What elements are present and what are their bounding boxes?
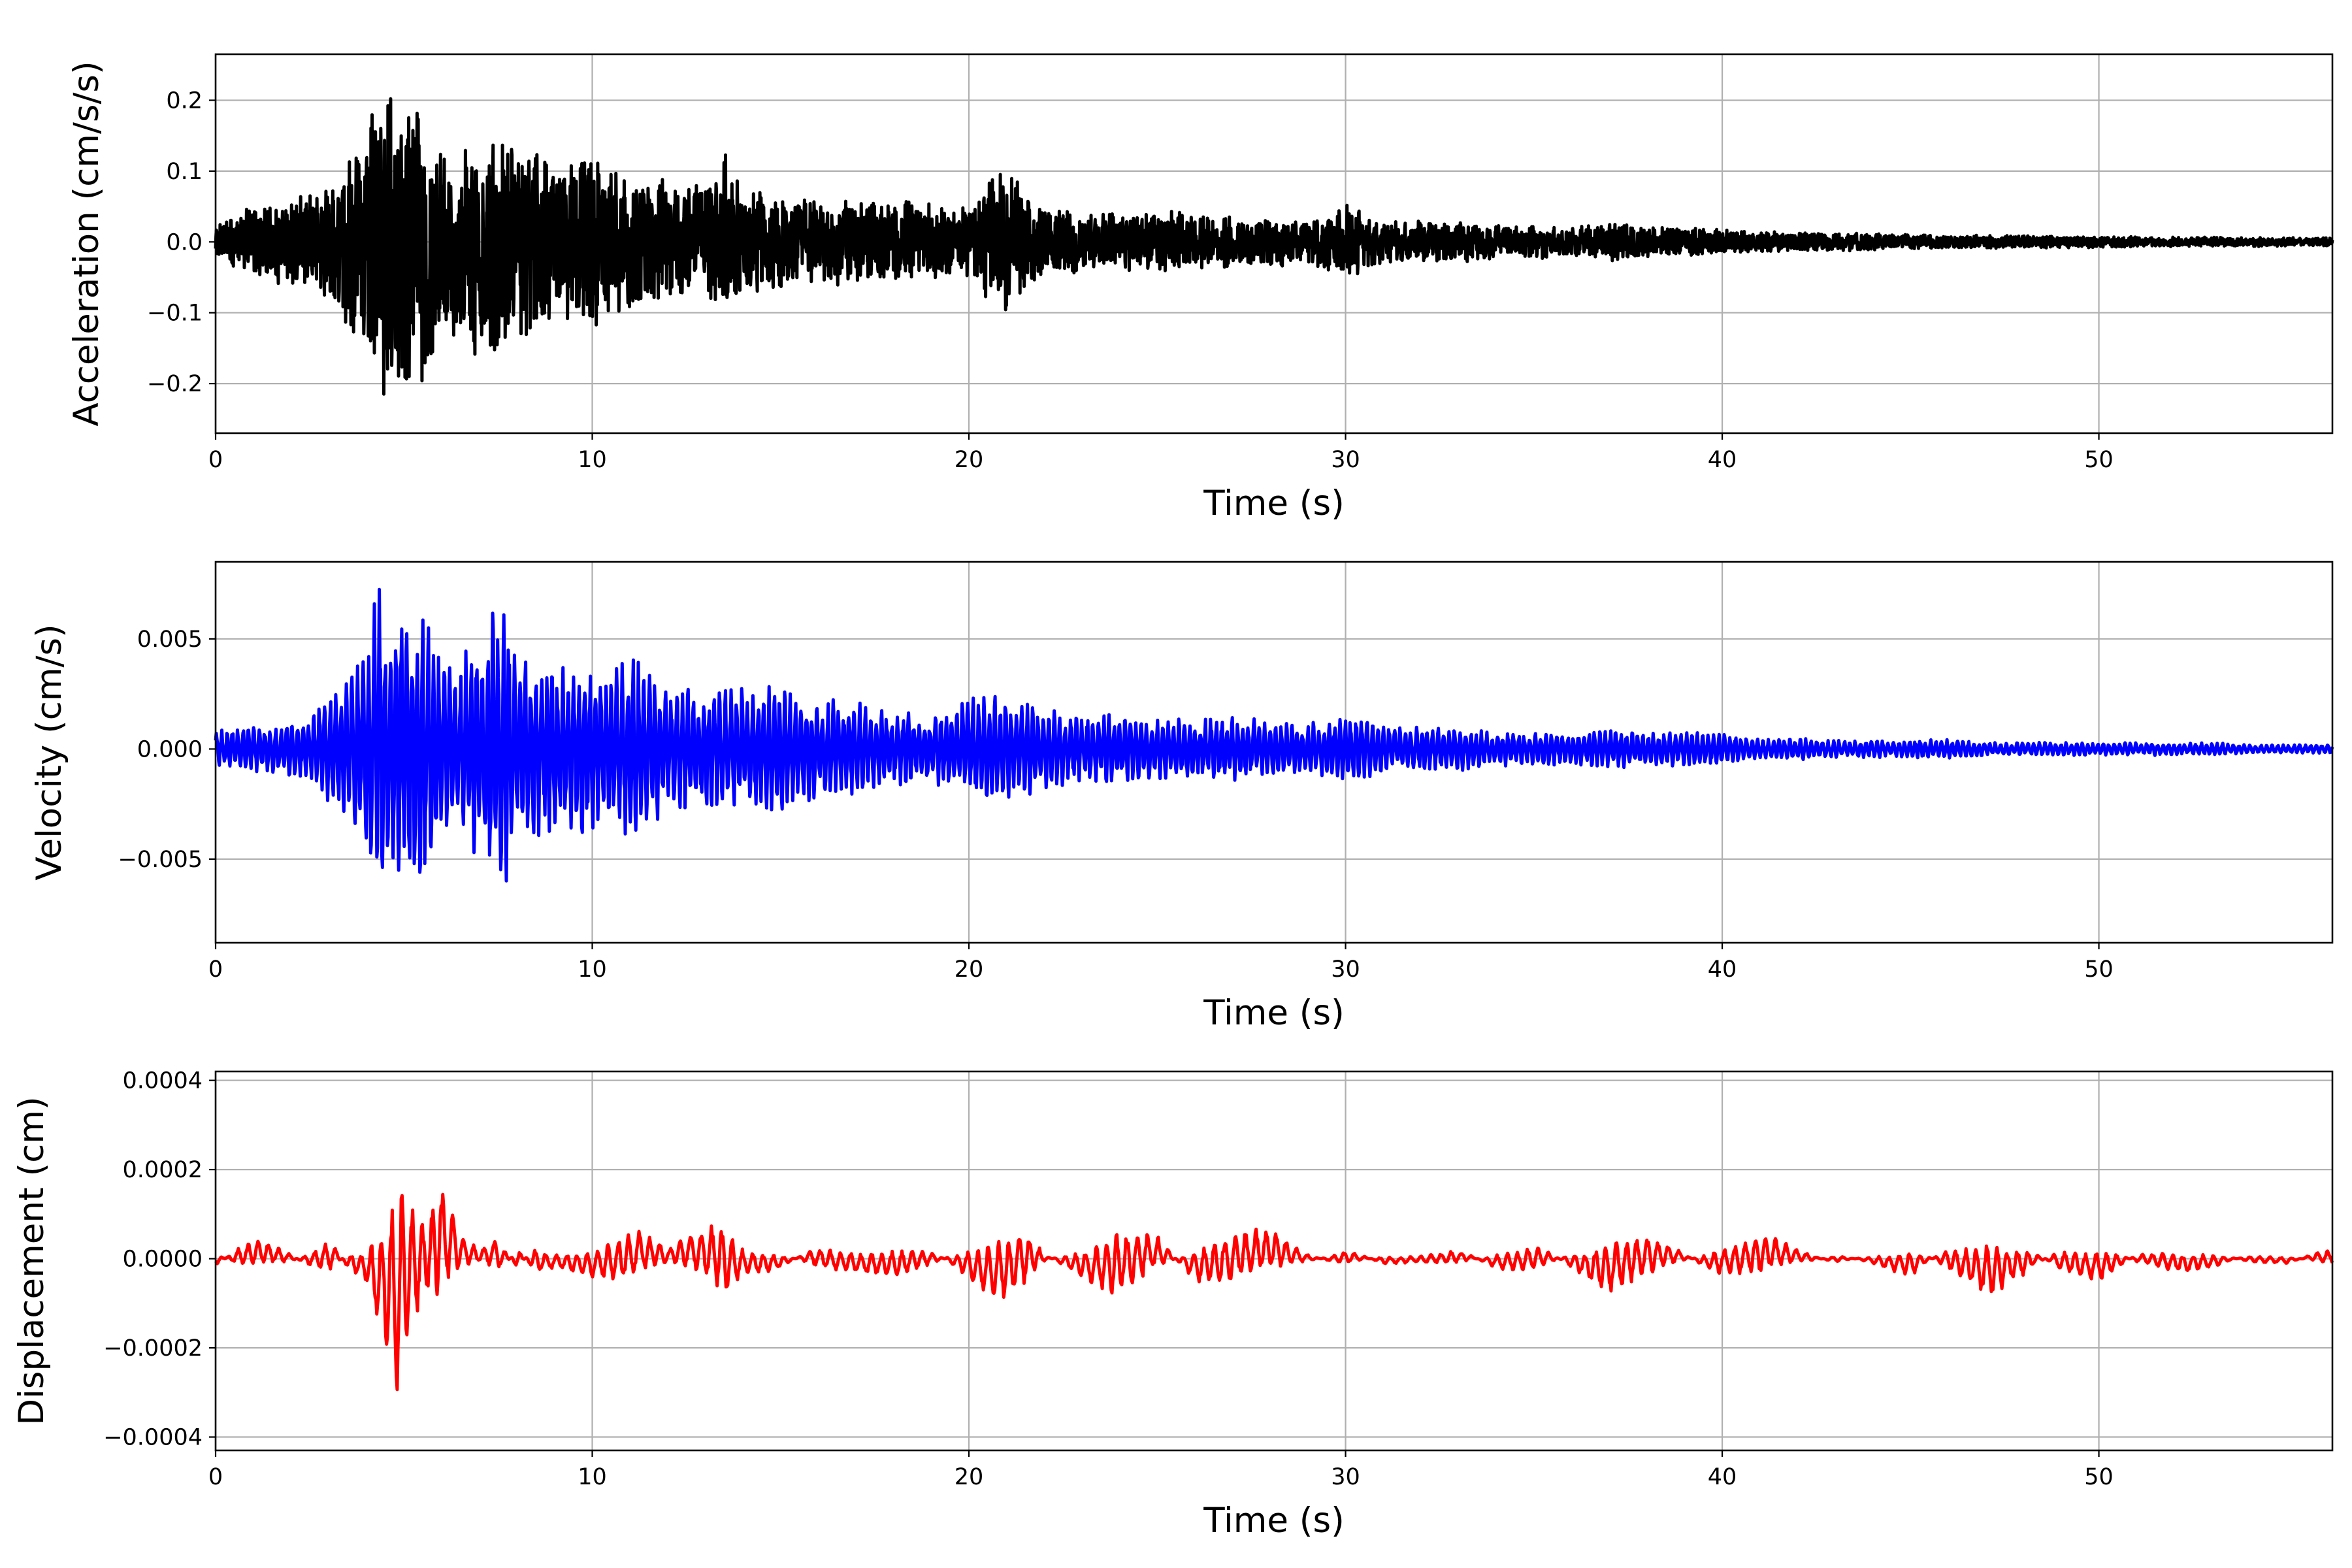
displacement-x-tick-label: 0 (208, 1464, 223, 1490)
velocity-y-tick-label: −0.005 (118, 847, 203, 873)
acceleration-x-tick-label: 10 (578, 447, 607, 473)
velocity-x-axis-label: Time (s) (1203, 993, 1345, 1033)
acceleration-y-tick-label: −0.1 (147, 301, 203, 327)
velocity-x-tick-label: 0 (208, 956, 223, 983)
velocity-x-tick-label: 50 (2084, 956, 2114, 983)
velocity-x-tick-label: 30 (1331, 956, 1360, 983)
displacement-x-ticks: 0 10 20 30 40 50 (208, 1450, 2114, 1490)
acceleration-panel: 0 10 20 30 40 50 −0.2 −0.1 0.0 0.1 0.2 T… (67, 53, 2334, 523)
velocity-y-axis-label: Velocity (cm/s) (29, 624, 69, 880)
displacement-x-tick-label: 30 (1331, 1464, 1360, 1490)
acceleration-plot-frame (214, 53, 2334, 434)
acceleration-x-ticks: 0 10 20 30 40 50 (208, 433, 2114, 473)
displacement-grid (214, 1071, 2332, 1450)
velocity-y-tick-label: 0.005 (137, 627, 203, 653)
acceleration-trace-line (214, 97, 2334, 396)
displacement-x-tick-label: 20 (955, 1464, 984, 1490)
velocity-y-tick-label: 0.000 (137, 736, 203, 762)
acceleration-y-tick-label: 0.1 (166, 159, 203, 185)
acceleration-x-tick-label: 30 (1331, 447, 1360, 473)
acceleration-y-tick-label: 0.2 (166, 88, 203, 114)
displacement-y-tick-label: −0.0002 (103, 1335, 203, 1362)
displacement-trace-line (214, 1192, 2334, 1392)
velocity-x-tick-label: 10 (578, 956, 607, 983)
displacement-y-tick-label: 0.0004 (123, 1068, 203, 1094)
acceleration-x-tick-label: 20 (955, 447, 984, 473)
acceleration-trace-group (214, 97, 2334, 396)
velocity-x-ticks: 0 10 20 30 40 50 (208, 943, 2114, 983)
velocity-panel: 0 10 20 30 40 50 −0.005 0.000 0.005 Time… (29, 561, 2334, 1033)
acceleration-y-ticks: −0.2 −0.1 0.0 0.1 0.2 (147, 88, 216, 397)
velocity-plot-frame (214, 561, 2334, 944)
velocity-trace-line (214, 587, 2334, 883)
displacement-y-tick-label: −0.0004 (103, 1425, 203, 1451)
acceleration-y-axis-label: Acceleration (cm/s/s) (67, 61, 106, 426)
velocity-x-tick-label: 20 (955, 956, 984, 983)
acceleration-x-axis-label: Time (s) (1203, 483, 1345, 523)
acceleration-y-tick-label: −0.2 (147, 371, 203, 397)
displacement-x-tick-label: 40 (1708, 1464, 1737, 1490)
acceleration-x-tick-label: 0 (208, 447, 223, 473)
displacement-x-tick-label: 50 (2084, 1464, 2114, 1490)
displacement-panel: 0 10 20 30 40 50 −0.0004 −0.0002 0.0000 … (12, 1068, 2334, 1541)
velocity-trace-group (214, 587, 2334, 883)
displacement-y-tick-label: 0.0000 (123, 1247, 203, 1273)
velocity-x-tick-label: 40 (1708, 956, 1737, 983)
acceleration-y-tick-label: 0.0 (166, 229, 203, 255)
displacement-y-tick-label: 0.0002 (123, 1157, 203, 1183)
acceleration-x-tick-label: 40 (1708, 447, 1737, 473)
displacement-plot-frame (214, 1070, 2334, 1452)
displacement-y-axis-label: Displacement (cm) (12, 1096, 52, 1425)
displacement-trace-group (214, 1192, 2334, 1392)
displacement-y-ticks: −0.0004 −0.0002 0.0000 0.0002 0.0004 (103, 1068, 216, 1451)
acceleration-x-tick-label: 50 (2084, 447, 2114, 473)
velocity-y-ticks: −0.005 0.000 0.005 (118, 627, 216, 873)
displacement-x-tick-label: 10 (578, 1464, 607, 1490)
displacement-x-axis-label: Time (s) (1203, 1501, 1345, 1541)
